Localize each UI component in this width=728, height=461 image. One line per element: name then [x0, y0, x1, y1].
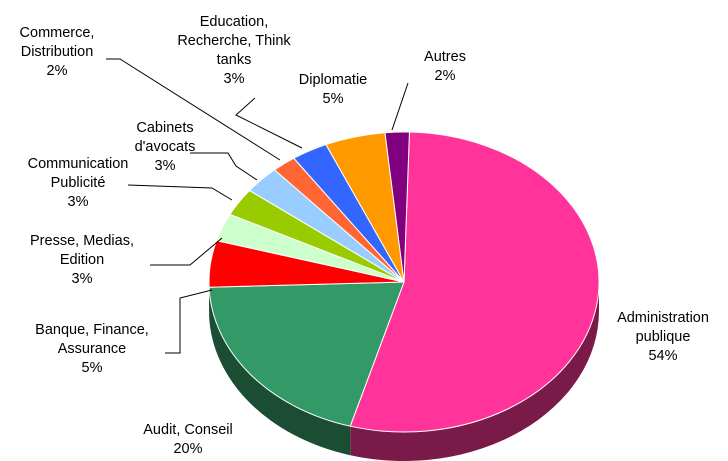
slice-name: Audit, Conseil	[143, 422, 232, 438]
leader-line	[391, 82, 409, 131]
slice-label: Autres 2%	[424, 49, 466, 84]
slice-percent: 2%	[435, 68, 456, 84]
pie-slice	[384, 131, 410, 283]
pie-slices	[208, 131, 600, 433]
slice-name: Administration	[617, 310, 709, 326]
pie-slice-side	[209, 287, 351, 456]
slice-percent: 3%	[68, 194, 89, 210]
slice-name: Autres	[424, 49, 466, 65]
slice-label: Commerce, Distribution 2%	[20, 25, 95, 79]
slice-name: Presse, Medias,	[30, 233, 134, 249]
slice-name: Recherche, Think	[177, 33, 291, 49]
slice-percent: 5%	[82, 360, 103, 376]
slice-name: Edition	[60, 252, 104, 268]
pie-slice	[349, 131, 600, 433]
slice-percent: 54%	[648, 348, 677, 364]
slice-label: Education, Recherche, Think tanks 3%	[177, 14, 291, 87]
slice-label: Administration publique 54%	[617, 310, 709, 364]
slice-percent: 3%	[72, 271, 93, 287]
slice-name: Assurance	[58, 341, 127, 357]
slice-label: Communication Publicité 3%	[28, 156, 129, 210]
leader-line	[127, 184, 233, 201]
slice-name: d'avocats	[135, 139, 196, 155]
leader-line	[106, 58, 281, 161]
slice-name: Diplomatie	[299, 72, 368, 88]
slice-label: Banque, Finance, Assurance 5%	[35, 322, 149, 376]
slice-label: Audit, Conseil 20%	[143, 422, 232, 457]
slice-label: Cabinets d'avocats 3%	[135, 120, 196, 174]
leader-line	[165, 289, 213, 354]
slice-name: Distribution	[21, 44, 94, 60]
slice-name: tanks	[217, 52, 252, 68]
slice-percent: 2%	[47, 63, 68, 79]
slice-label: Presse, Medias, Edition 3%	[30, 233, 134, 287]
slice-name: Communication	[28, 156, 129, 172]
leader-line	[235, 97, 303, 149]
slice-name: Banque, Finance,	[35, 322, 149, 338]
slice-labels: Administration publique 54% Audit, Conseil 2…	[20, 14, 709, 457]
slice-name: Commerce,	[20, 25, 95, 41]
slice-label: Diplomatie 5%	[299, 72, 368, 107]
slice-percent: 3%	[155, 158, 176, 174]
slice-percent: 3%	[224, 71, 245, 87]
pie-slice-side	[350, 282, 599, 461]
slice-name: Cabinets	[136, 120, 193, 136]
leader-line	[190, 152, 258, 181]
slice-name: Publicité	[51, 175, 106, 191]
slice-name: Education,	[200, 14, 269, 30]
slice-percent: 20%	[173, 441, 202, 457]
slice-name: publique	[636, 329, 691, 345]
slice-percent: 5%	[323, 91, 344, 107]
leader-lines	[106, 58, 409, 354]
pie-slice	[208, 281, 405, 427]
leader-line	[150, 237, 223, 266]
